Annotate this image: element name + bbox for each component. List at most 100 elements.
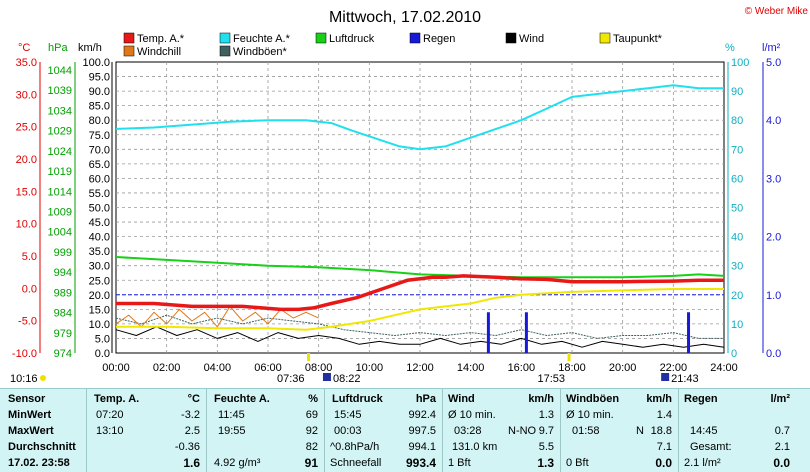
legend-swatch (315, 32, 327, 44)
rain-unit-label: l/m² (762, 42, 781, 54)
pressure-tick-label: 1039 (48, 85, 72, 97)
durchschnitt-label: Durchschnitt (8, 441, 76, 453)
legend-label: Feuchte A.* (233, 33, 291, 45)
pressure-tick-label: 1009 (48, 207, 72, 219)
legend-label: Luftdruck (329, 33, 375, 45)
chart-title: Mittwoch, 17.02.2010 (329, 9, 481, 26)
legend-swatch (599, 32, 611, 44)
luftdruck-min-time: 15:45 (334, 409, 362, 421)
humidity-tick-label: 90 (731, 86, 743, 98)
feuchte-header: Feuchte A. (214, 393, 270, 405)
pressure-tick-label: 1029 (48, 126, 72, 138)
series-line-temp-a (116, 274, 724, 312)
windboeen-beaufort: 0 Bft (566, 457, 589, 469)
wind-tick-label: 30.0 (89, 261, 110, 273)
humidity-tick-label: 40 (731, 232, 743, 244)
minwert-label: MinWert (8, 409, 52, 421)
windboeen-avg10-value: 1.4 (656, 409, 672, 421)
wind-max-time: 03:28 (454, 425, 482, 437)
rain-tick-label: 2.0 (766, 232, 781, 244)
temp-tick-label: 15.0 (16, 186, 37, 198)
temp-min-time: 07:20 (96, 409, 124, 421)
stats-regen-column: Regen l/m² 14:45 0.7 Gesamt: 2.1 2.1 l/m… (678, 389, 796, 472)
regen-total-label: Gesamt: (690, 441, 732, 453)
rain-tick-label: 1.0 (766, 290, 781, 302)
x-tick-label: 10:00 (356, 362, 384, 374)
pressure-tick-label: 1004 (48, 227, 72, 239)
temp-tick-label: 30.0 (16, 89, 37, 101)
feuchte-absolute: 4.92 g/m³ (214, 457, 261, 469)
feuchte-avg-value: 82 (305, 441, 318, 453)
temp-current-value: 1.6 (183, 456, 200, 470)
sunrise-time-label: 07:36 (277, 373, 305, 385)
wind-avg10-label: Ø 10 min. (448, 409, 496, 421)
x-tick-label: 04:00 (204, 362, 232, 374)
windboeen-max-direction: N (636, 425, 644, 437)
pressure-tick-label: 1014 (48, 186, 72, 198)
temp-tick-label: -10.0 (12, 348, 37, 360)
wind-tick-label: 10.0 (89, 319, 110, 331)
pressure-tick-label: 994 (54, 267, 72, 279)
windboeen-header: Windböen (566, 393, 620, 405)
humidity-tick-label: 10 (731, 319, 743, 331)
wind-tick-label: 60.0 (89, 173, 110, 185)
luftdruck-unit: hPa (415, 393, 436, 405)
legend-swatch (219, 45, 231, 57)
feuchte-max-time: 19:55 (218, 425, 246, 437)
pressure-tick-label: 979 (54, 328, 72, 340)
stats-wind-column: Wind km/h Ø 10 min. 1.3 03:28 N-NO 9.7 1… (442, 389, 561, 472)
feuchte-min-value: 69 (305, 409, 318, 421)
windboeen-current-value: 0.0 (655, 456, 672, 470)
wind-header: Wind (448, 393, 475, 405)
x-tick-label: 22:00 (660, 362, 688, 374)
stats-windboeen-column: Windböen km/h Ø 10 min. 1.4 01:58 N 18.8… (560, 389, 679, 472)
luftdruck-header: Luftdruck (332, 393, 383, 405)
temp-header: Temp. A. (94, 393, 140, 405)
wind-max-direction: N-NO (508, 425, 537, 437)
wind-current-value: 1.3 (537, 456, 554, 470)
temp-tick-label: 10.0 (16, 219, 37, 231)
legend-label: Windböen* (233, 46, 288, 58)
chart-legend: Temp. A.* Feuchte A.* Luftdruck Regen Wind Ta… (123, 32, 663, 58)
x-tick-label: 20:00 (609, 362, 637, 374)
temp-max-value: 2.5 (184, 425, 200, 437)
humidity-tick-label: 30 (731, 261, 743, 273)
luftdruck-avg-value: 994.1 (408, 441, 436, 453)
statistics-panel: Sensor MinWert MaxWert Durchschnitt 17.0… (0, 388, 810, 472)
series-line-windchill (115, 305, 319, 328)
regen-today: 2.1 l/m² (684, 457, 721, 469)
temp-max-time: 13:10 (96, 425, 124, 437)
feuchte-max-value: 92 (305, 425, 318, 437)
moonrise-icon (322, 373, 331, 381)
maxwert-label: MaxWert (8, 425, 54, 437)
regen-max-time: 14:45 (690, 425, 718, 437)
wind-unit-label: km/h (78, 42, 102, 54)
pressure-unit-label: hPa (48, 42, 68, 54)
x-tick-label: 24:00 (710, 362, 738, 374)
humidity-tick-label: 0 (731, 348, 737, 360)
moonrise-time-label: 08:22 (333, 373, 361, 385)
regen-unit: l/m² (770, 393, 790, 405)
x-tick-label: 08:00 (305, 362, 333, 374)
pressure-tick-label: 989 (54, 287, 72, 299)
legend-swatch (505, 32, 517, 44)
windboeen-max-time: 01:58 (572, 425, 600, 437)
legend-label: Regen (423, 33, 455, 45)
wind-tick-label: 65.0 (89, 159, 110, 171)
sensor-header: Sensor (8, 393, 46, 405)
humidity-tick-label: 20 (731, 290, 743, 302)
wind-tick-label: 50.0 (89, 203, 110, 215)
moonset-time-label: 21:43 (671, 373, 699, 385)
humidity-tick-label: 60 (731, 173, 743, 185)
wind-avg-value: 5.5 (538, 441, 554, 453)
wind-beaufort: 1 Bft (448, 457, 471, 469)
temp-tick-label: -5.0 (18, 316, 37, 328)
luftdruck-max-time: 00:03 (334, 425, 362, 437)
temp-tick-label: 0.0 (22, 283, 37, 295)
wind-tick-label: 70.0 (89, 144, 110, 156)
regen-total-value: 2.1 (774, 441, 790, 453)
series-line-wind (115, 326, 725, 348)
wind-tick-label: 85.0 (89, 101, 110, 113)
series-line-luftdruck (115, 256, 725, 279)
stats-temp-column: Temp. A. °C 07:20 -3.2 13:10 2.5 -0.36 1… (86, 389, 207, 472)
